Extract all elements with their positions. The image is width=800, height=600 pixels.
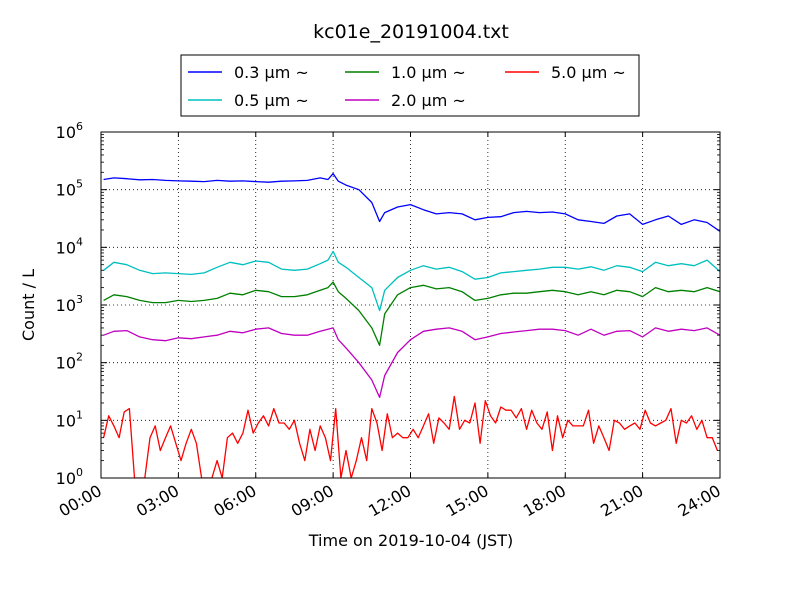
series-line-1 [103,250,720,312]
y-tick-exponent: 5 [76,178,83,191]
chart-title: kc01e_20191004.txt [313,21,509,43]
legend-label: 0.5 μm ~ [234,91,309,110]
y-tick-exponent: 2 [76,351,83,364]
y-tick-exponent: 0 [76,466,83,479]
legend-label: 5.0 μm ~ [551,63,626,82]
plot-area [100,131,721,479]
y-tick-exponent: 1 [76,408,83,421]
legend: 0.3 μm ~ 0.5 μm ~ 1.0 μm ~ 2.0 μm ~ 5.0 μm ~ [180,54,640,117]
y-tick-exponent: 3 [76,293,83,306]
series-line-0 [103,172,720,232]
series-line-3 [103,327,720,399]
series-line-4 [102,395,719,478]
legend-label: 2.0 μm ~ [391,91,466,110]
grid [101,132,720,478]
ticks [100,131,721,479]
legend-label: 0.3 μm ~ [234,63,309,82]
series-line-2 [103,281,720,346]
legend-box [180,54,640,117]
legend-label: 1.0 μm ~ [391,63,466,82]
series-lines [102,172,720,478]
y-axis-label: Count / L [19,269,38,341]
x-axis-label: Time on 2019-10-04 (JST) [308,531,513,550]
y-tick-exponent: 6 [76,120,83,133]
y-tick-exponent: 4 [76,235,83,248]
